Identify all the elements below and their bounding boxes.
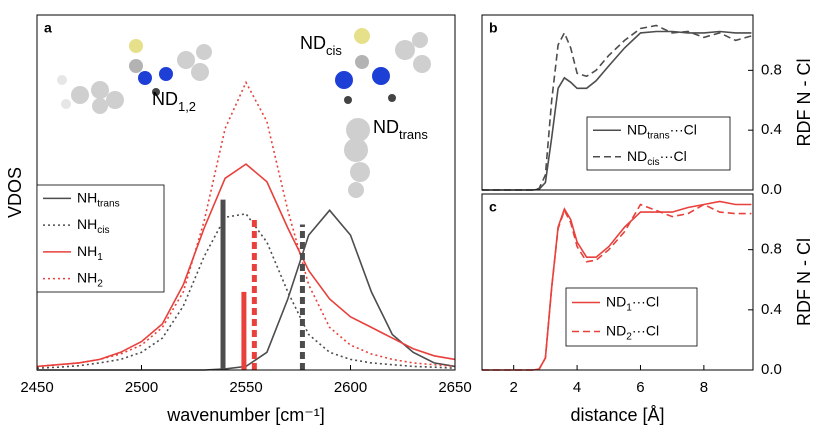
text-part: ···Cl xyxy=(670,121,697,137)
x-tick-label: 2450 xyxy=(20,379,53,396)
y-tick-label: 0.0 xyxy=(761,181,782,198)
y-tick-label: 0.4 xyxy=(761,301,782,318)
page: 2450 2500 2550 2600 2650 wavenumber [cm⁻¹] VDO… xyxy=(0,0,815,433)
x-tick-label: 2500 xyxy=(125,379,158,396)
y-tick-label: 0.4 xyxy=(761,121,782,138)
text-part: ND xyxy=(373,117,399,137)
text-part: NH xyxy=(77,243,97,259)
y-axis-label: RDF N - Cl xyxy=(794,238,814,326)
panel-label: c xyxy=(489,199,497,215)
y-tick-label: 0.8 xyxy=(761,61,782,78)
subscript: trans xyxy=(97,199,119,210)
panel-label: b xyxy=(489,20,498,36)
text-part: ND xyxy=(627,147,647,163)
text-part: ···Cl xyxy=(632,322,659,338)
y-axis-label: VDOS xyxy=(5,167,25,218)
subscript: cis xyxy=(647,157,659,168)
text-part: ···Cl xyxy=(632,293,659,309)
y-tick-label: 0.8 xyxy=(761,241,782,258)
x-tick-label: 8 xyxy=(700,379,708,396)
subscript: cis xyxy=(97,225,109,236)
text-part: ···Cl xyxy=(660,147,687,163)
x-axis-label: wavenumber [cm⁻¹] xyxy=(166,405,325,425)
text-part: ND xyxy=(606,293,626,309)
annotation: ND1,2 xyxy=(152,89,196,114)
y-tick-label: 0.0 xyxy=(761,361,782,378)
x-tick-label: 2650 xyxy=(438,379,471,396)
text-part: ND xyxy=(627,121,647,137)
subscript: 2 xyxy=(97,279,103,290)
text-part: NH xyxy=(77,269,97,285)
subscript: 1,2 xyxy=(178,99,196,114)
text-part: NH xyxy=(77,216,97,232)
subscript: cis xyxy=(326,43,342,58)
x-tick-label: 2 xyxy=(510,379,518,396)
subscript: 1 xyxy=(97,252,103,263)
molecule-right xyxy=(335,28,431,198)
x-tick-label: 2550 xyxy=(229,379,262,396)
text-part: ND xyxy=(152,89,178,109)
x-tick-label: 2600 xyxy=(334,379,367,396)
text-part: ND xyxy=(300,33,326,53)
subscript: trans xyxy=(399,127,428,142)
annotation: NDcis xyxy=(300,33,342,58)
x-axis-label: distance [Å] xyxy=(570,405,664,425)
x-tick-label: 6 xyxy=(636,379,644,396)
y-axis-label: RDF N - Cl xyxy=(794,59,814,147)
text-part: NH xyxy=(77,189,97,205)
subscript: trans xyxy=(647,130,669,141)
figure: 2450 2500 2550 2600 2650 wavenumber [cm⁻¹] VDO… xyxy=(0,0,815,433)
annotation: NDtrans xyxy=(373,117,428,142)
panel-label: a xyxy=(44,20,52,36)
x-tick-label: 4 xyxy=(573,379,581,396)
text-part: ND xyxy=(606,322,626,338)
